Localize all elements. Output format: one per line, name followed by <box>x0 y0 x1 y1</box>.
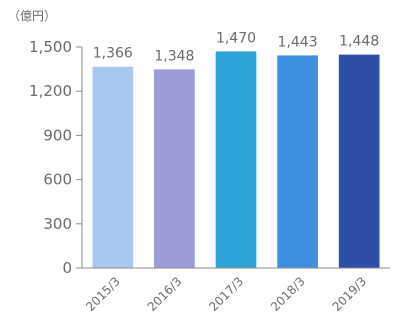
bar <box>277 55 318 269</box>
x-tick-label: 2015/3 <box>83 274 123 314</box>
x-tick-label: 2018/3 <box>268 274 308 314</box>
y-tick-label: 600 <box>43 171 72 189</box>
data-label: 1,443 <box>278 34 318 50</box>
x-tick-label: 2017/3 <box>206 274 246 314</box>
y-tick-label: 0 <box>62 259 72 277</box>
bars <box>92 51 380 269</box>
data-label: 1,348 <box>154 48 194 64</box>
data-label: 1,470 <box>216 30 256 46</box>
unit-label: （億円） <box>8 9 56 23</box>
x-axis: 2015/3 2016/3 2017/3 2018/3 2019/3 <box>82 267 390 314</box>
x-tick-label: 2016/3 <box>145 274 185 314</box>
bar <box>92 66 134 268</box>
data-label: 1,366 <box>93 46 133 62</box>
y-axis: 0 300 600 900 1,200 1,500 <box>29 38 83 277</box>
y-tick-label: 1,200 <box>29 82 72 100</box>
data-labels: 1,366 1,348 1,470 1,443 1,448 <box>93 30 379 64</box>
bar <box>215 51 257 268</box>
bar <box>338 54 380 269</box>
bar <box>154 69 195 268</box>
y-tick-label: 1,500 <box>29 38 72 56</box>
y-tick-label: 300 <box>43 215 72 233</box>
x-tick-label: 2019/3 <box>330 274 370 314</box>
y-tick-label: 900 <box>43 126 72 144</box>
data-label: 1,448 <box>339 34 379 50</box>
